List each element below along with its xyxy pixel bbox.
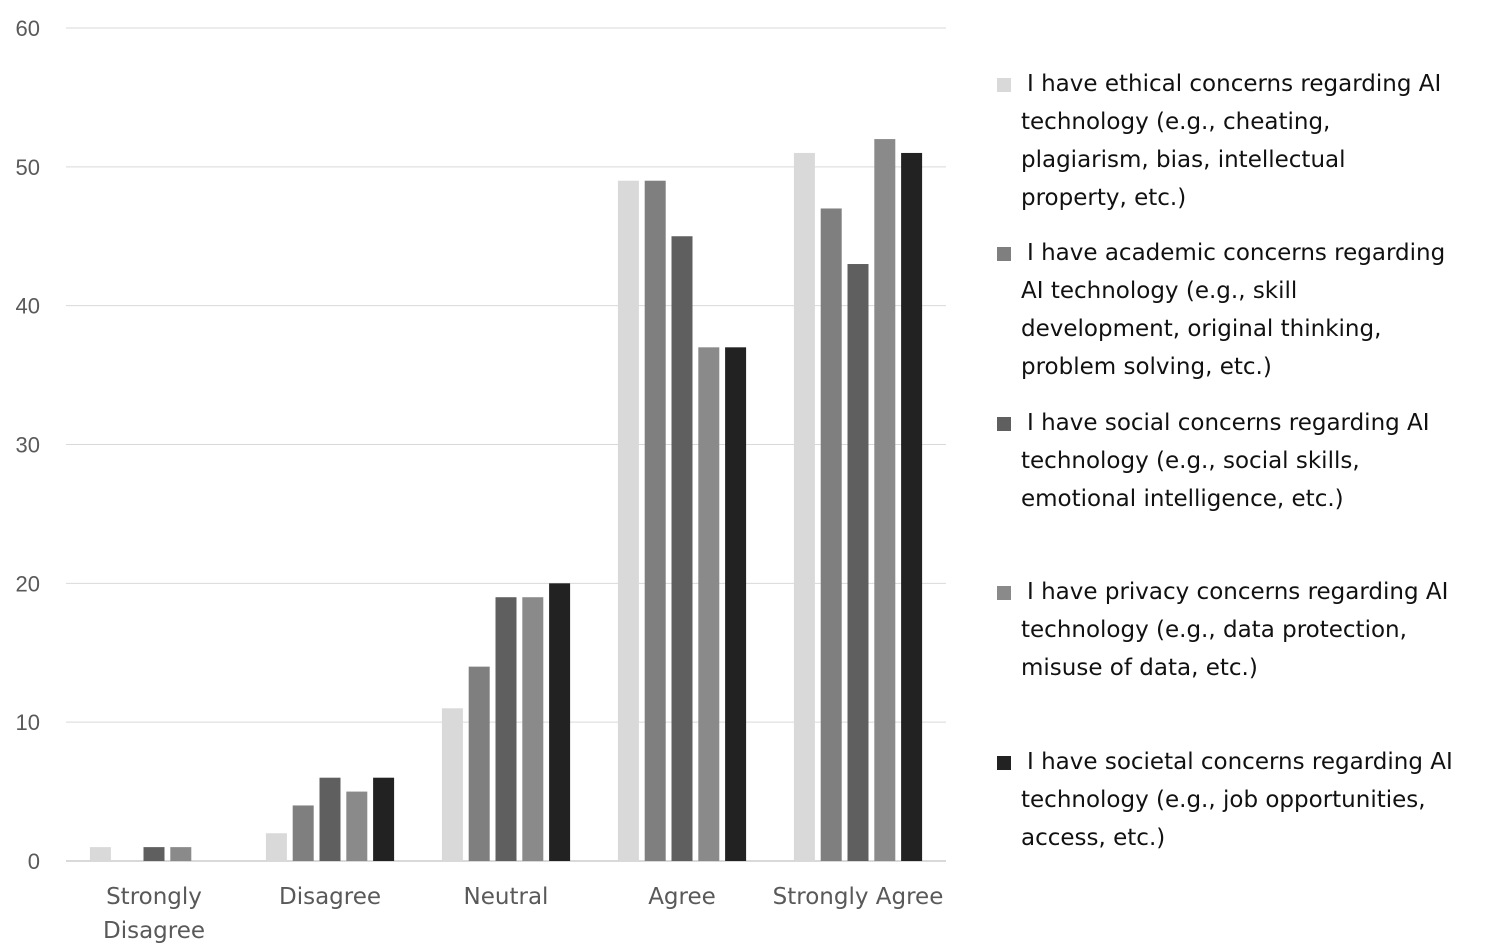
legend-label: I have societal concerns regarding AI bbox=[1027, 749, 1453, 775]
legend-label: I have social concerns regarding AI bbox=[1027, 410, 1430, 436]
legend-item: I have social concerns regarding AI techn… bbox=[995, 404, 1485, 518]
legend-label: technology (e.g., social skills, bbox=[1021, 448, 1360, 474]
bar bbox=[522, 597, 544, 861]
y-tick-label: 60 bbox=[16, 16, 40, 41]
bar bbox=[265, 833, 287, 861]
legend-label: misuse of data, etc.) bbox=[1021, 655, 1258, 681]
bar-chart: 0 10 20 30 40 50 60 Strongly Disagree Disagree Neu… bbox=[16, 16, 946, 944]
legend-swatch bbox=[997, 756, 1011, 770]
bar bbox=[617, 180, 639, 861]
y-tick-label: 30 bbox=[16, 433, 40, 458]
legend-swatch bbox=[997, 586, 1011, 600]
x-tick-label: Agree bbox=[648, 884, 716, 910]
legend-label: access, etc.) bbox=[1021, 825, 1166, 851]
legend-label: technology (e.g., cheating, bbox=[1021, 109, 1331, 135]
bar bbox=[549, 583, 571, 861]
bar bbox=[698, 347, 720, 862]
legend-item: I have societal concerns regarding AI tec… bbox=[995, 743, 1485, 857]
legend-label: problem solving, etc.) bbox=[1021, 354, 1272, 380]
x-tick-label: Neutral bbox=[464, 884, 549, 910]
y-tick-label: 10 bbox=[16, 710, 40, 735]
legend-swatch bbox=[997, 417, 1011, 431]
bar bbox=[820, 208, 842, 861]
legend-label: technology (e.g., data protection, bbox=[1021, 617, 1407, 643]
legend-label: emotional intelligence, etc.) bbox=[1021, 486, 1344, 512]
legend-swatch bbox=[997, 247, 1011, 261]
legend-item: I have ethical concerns regarding AI tech… bbox=[995, 65, 1485, 217]
legend-label: I have ethical concerns regarding AI bbox=[1027, 71, 1442, 97]
bar bbox=[319, 777, 341, 861]
legend-label: plagiarism, bias, intellectual bbox=[1021, 147, 1346, 173]
y-tick-label: 40 bbox=[16, 294, 40, 319]
bar bbox=[847, 264, 869, 861]
legend-label: I have privacy concerns regarding AI bbox=[1027, 579, 1449, 605]
bar bbox=[793, 152, 815, 861]
legend-swatch bbox=[997, 78, 1011, 92]
y-tick-label: 0 bbox=[28, 849, 40, 874]
legend-label: development, original thinking, bbox=[1021, 316, 1382, 342]
bar bbox=[346, 791, 368, 861]
bar bbox=[874, 139, 896, 862]
y-tick-label: 20 bbox=[16, 571, 40, 596]
bar bbox=[292, 805, 314, 861]
x-tick-label: Disagree bbox=[279, 884, 381, 910]
y-tick-label: 50 bbox=[16, 155, 40, 180]
bar bbox=[495, 597, 517, 861]
x-tick-label: Strongly bbox=[106, 884, 202, 910]
legend-item: I have privacy concerns regarding AI tech… bbox=[995, 573, 1485, 687]
x-tick-label: Disagree bbox=[103, 918, 205, 944]
bar bbox=[901, 152, 923, 861]
bar bbox=[468, 666, 490, 861]
legend-label: I have academic concerns regarding bbox=[1027, 240, 1446, 266]
bar bbox=[170, 847, 192, 861]
legend-label: technology (e.g., job opportunities, bbox=[1021, 787, 1426, 813]
legend-label: property, etc.) bbox=[1021, 185, 1187, 211]
bar bbox=[441, 708, 463, 861]
bar bbox=[89, 847, 111, 861]
bar bbox=[671, 236, 693, 861]
bar bbox=[725, 347, 747, 862]
legend-item: I have academic concerns regarding AI tec… bbox=[995, 234, 1485, 386]
legend-label: AI technology (e.g., skill bbox=[1021, 278, 1298, 304]
x-tick-label: Strongly Agree bbox=[773, 884, 944, 910]
bar bbox=[373, 777, 395, 861]
bar bbox=[644, 180, 666, 861]
bar bbox=[143, 847, 165, 861]
